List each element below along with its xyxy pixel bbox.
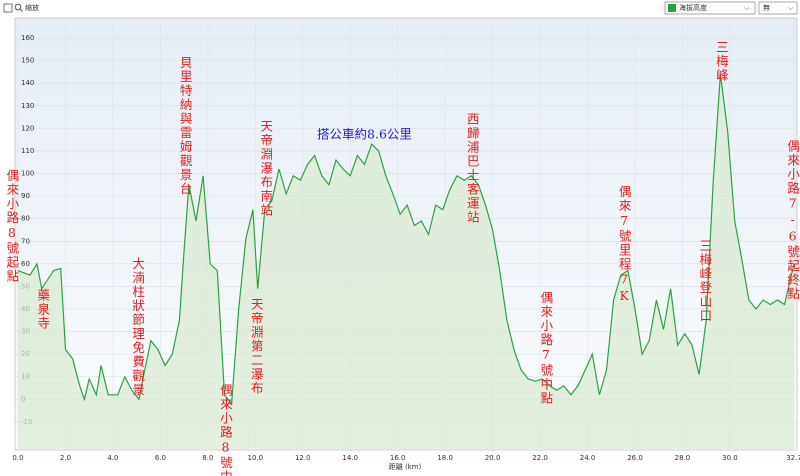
annotation: 搭公車約8.6公里 — [317, 127, 412, 142]
y-tick-label: 130 — [21, 102, 34, 110]
annotation: 大湳柱狀節理免費觀景 — [130, 257, 145, 397]
x-tick-label: 12.0 — [295, 454, 311, 462]
zoom-checkbox[interactable] — [3, 3, 13, 13]
y-tick-label: 80 — [21, 215, 30, 223]
toolbar — [0, 0, 800, 17]
annotation: 貝里特納與雷姆觀景台 — [178, 56, 193, 196]
x-tick-label: 8.0 — [202, 454, 213, 462]
y-tick-label: 100 — [21, 170, 34, 178]
annotation: 偶來小路7-6號起終點 — [785, 140, 800, 302]
annotation: 三梅峰登山口 — [697, 239, 712, 323]
y-tick-label: 110 — [21, 147, 34, 155]
annotation: 偶來7號里程7K — [617, 185, 632, 304]
annotation: 偶來小路8號起點 — [4, 169, 19, 284]
zoom-icon — [14, 3, 22, 11]
x-tick-label: 20.0 — [485, 454, 501, 462]
x-tick-label: 26.0 — [627, 454, 643, 462]
series-select[interactable] — [664, 1, 756, 15]
y-tick-label: 90 — [21, 192, 30, 200]
y-tick-label: 70 — [21, 237, 30, 245]
x-tick-label: 32.7 — [786, 454, 800, 462]
x-axis-label: 距離 (km) — [389, 462, 422, 471]
zoom-icon — [19, 8, 23, 12]
overlay-select[interactable] — [758, 1, 798, 15]
x-tick-label: 16.0 — [390, 454, 406, 462]
x-tick-label: 0.0 — [12, 454, 23, 462]
x-tick-label: 4.0 — [107, 454, 118, 462]
legend-entry: 海拔高度 — [679, 3, 707, 12]
y-tick-label: 140 — [21, 79, 34, 87]
x-tick-label: 24.0 — [580, 454, 596, 462]
dropdown-arrow: ⌵ — [744, 4, 750, 12]
dropdown-arrow: ⌵ — [788, 4, 794, 12]
annotation: 偶來小路8號中點 — [218, 384, 233, 476]
y-tick-label: 120 — [21, 124, 34, 132]
x-tick-label: 6.0 — [155, 454, 166, 462]
y-tick-label: 160 — [21, 34, 34, 42]
x-tick-label: 14.0 — [342, 454, 358, 462]
annotation: 藥泉寺 — [35, 289, 50, 331]
annotation: 三梅峰 — [714, 40, 729, 82]
annotation: 西歸浦巴士客運站 — [465, 113, 480, 225]
x-tick-label: 2.0 — [60, 454, 71, 462]
annotation: 偶來小路7號中點 — [538, 291, 553, 406]
x-tick-label: 10.0 — [248, 454, 264, 462]
zoom-label: 縮放 — [25, 3, 39, 12]
area-fill — [18, 74, 794, 449]
x-tick-label: 18.0 — [437, 454, 453, 462]
annotation: 天帝淵瀑布南站 — [258, 119, 273, 217]
x-tick-label: 30.0 — [722, 454, 738, 462]
elevation-line — [17, 74, 795, 406]
annotation: 天帝淵第二瀑布 — [249, 298, 264, 396]
y-tick-label: 60 — [21, 260, 30, 268]
x-tick-label: 22.0 — [532, 454, 548, 462]
y-tick-label: 150 — [21, 57, 34, 65]
overlay-option: 無 — [763, 3, 770, 12]
x-tick-label: 28.0 — [675, 454, 691, 462]
legend-swatch — [668, 4, 676, 12]
